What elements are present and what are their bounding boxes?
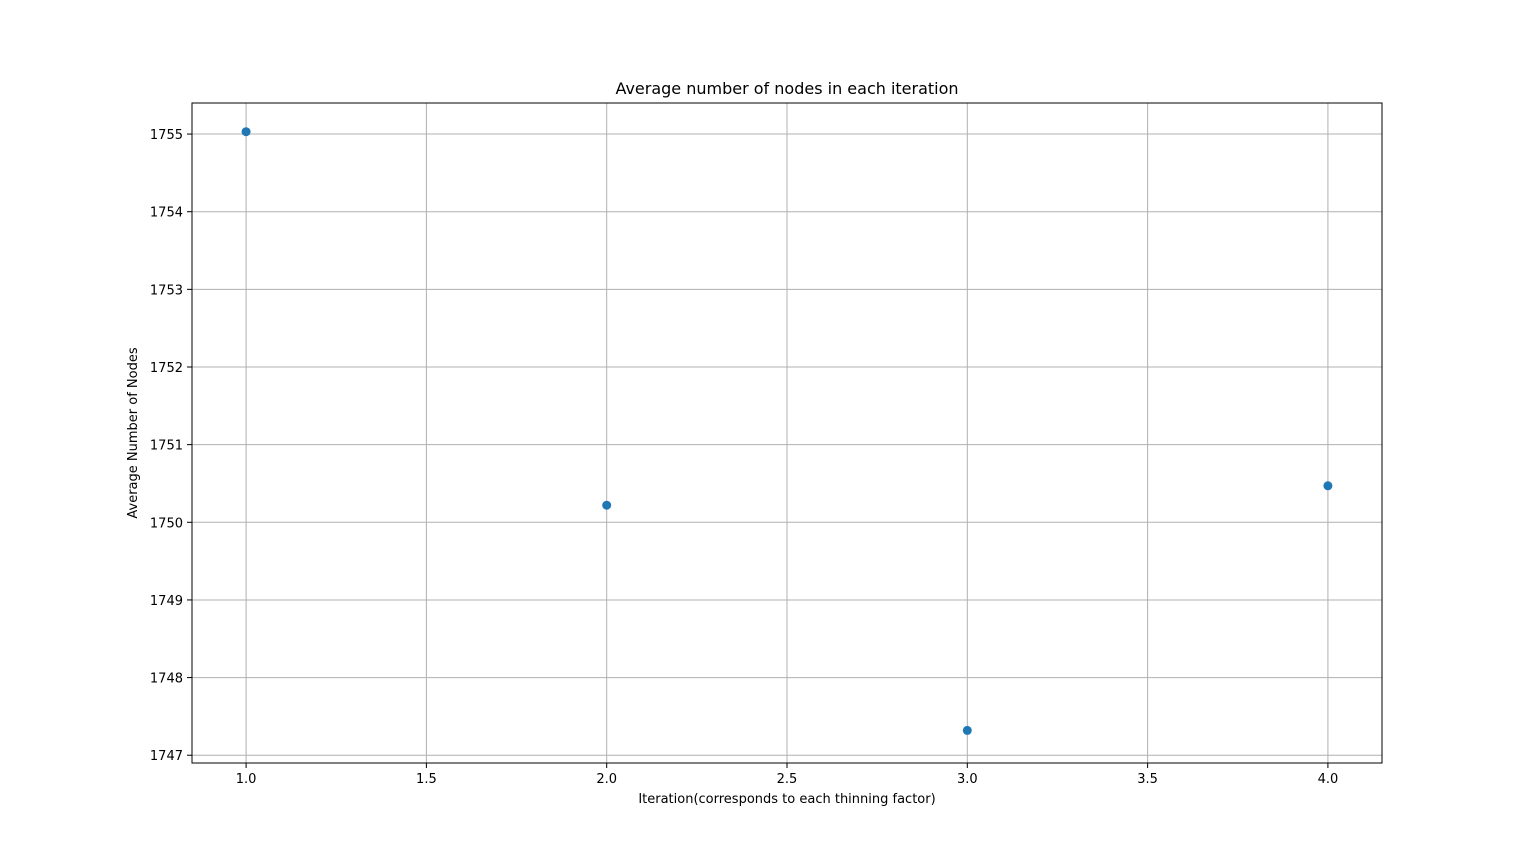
x-tick-label: 2.5 <box>777 772 798 787</box>
x-axis-label: Iteration(corresponds to each thinning f… <box>638 792 935 807</box>
chart-title: Average number of nodes in each iteratio… <box>615 79 958 98</box>
y-tick-label: 1753 <box>150 283 183 298</box>
data-point <box>1323 481 1333 491</box>
y-tick-label: 1749 <box>150 594 183 609</box>
data-point <box>962 725 972 735</box>
y-axis-ticks: 1747 1748 1749 1750 1751 1752 1753 1754 1755 <box>150 128 192 764</box>
data-point <box>241 127 251 137</box>
grid-lines <box>192 103 1382 763</box>
x-tick-label: 2.0 <box>596 772 617 787</box>
data-point <box>602 500 612 510</box>
y-tick-label: 1752 <box>150 361 183 376</box>
y-tick-label: 1750 <box>150 516 183 531</box>
x-tick-label: 3.5 <box>1137 772 1158 787</box>
x-tick-label: 1.5 <box>416 772 437 787</box>
data-points <box>241 127 1333 735</box>
x-tick-label: 1.0 <box>236 772 257 787</box>
y-tick-label: 1747 <box>150 749 183 764</box>
y-tick-label: 1754 <box>150 206 183 221</box>
y-tick-label: 1755 <box>150 128 183 143</box>
y-axis-label: Average Number of Nodes <box>126 347 141 518</box>
x-axis-ticks: 1.0 1.5 2.0 2.5 3.0 3.5 4.0 <box>236 763 1339 787</box>
y-tick-label: 1751 <box>150 439 183 454</box>
y-tick-label: 1748 <box>150 672 183 687</box>
x-tick-label: 4.0 <box>1318 772 1339 787</box>
x-tick-label: 3.0 <box>957 772 978 787</box>
